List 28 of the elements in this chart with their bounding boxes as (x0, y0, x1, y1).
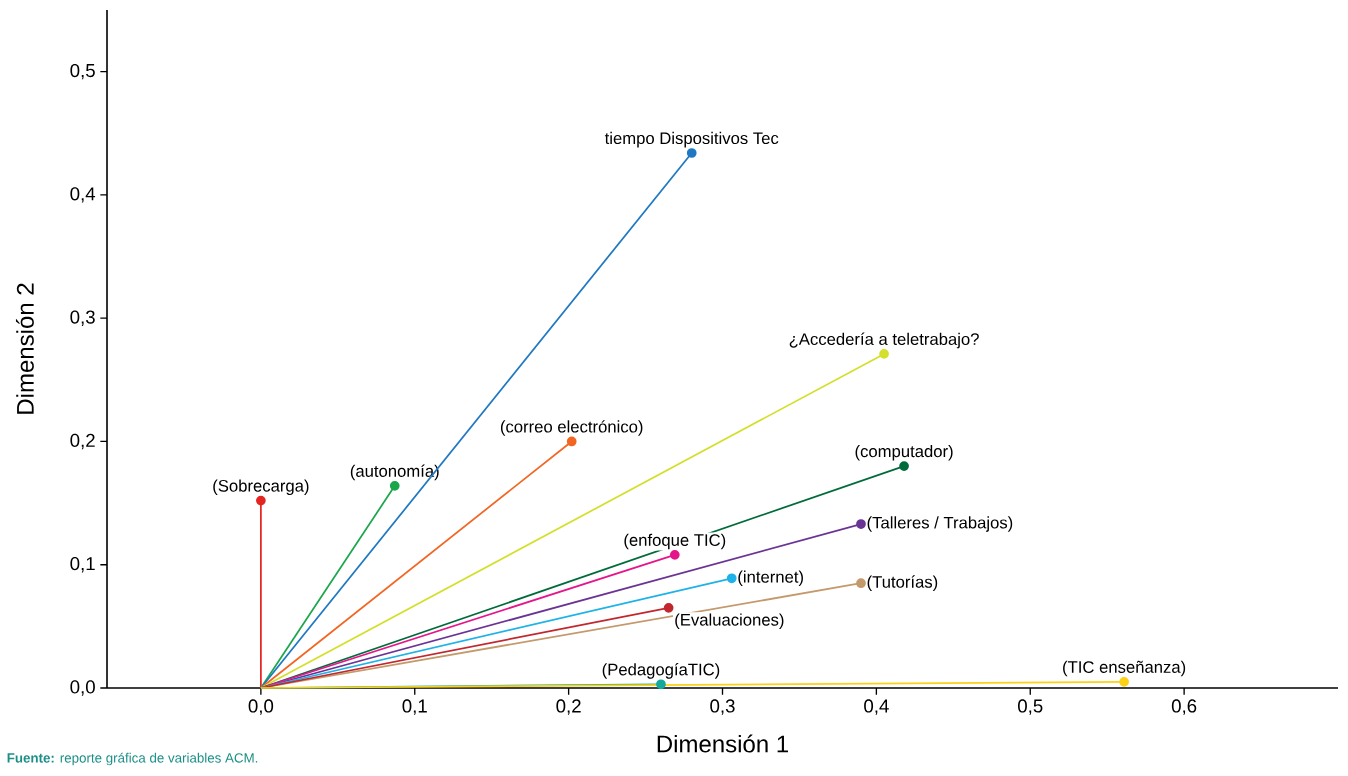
series-label: (correo electrónico) (500, 420, 643, 436)
x-tick-label: 0,2 (556, 699, 581, 715)
series-label: (Tutorías) (867, 575, 938, 592)
y-tick-label: 0,1 (70, 557, 95, 573)
series-label: ¿Accedería a teletrabajo? (789, 332, 979, 349)
x-tick-label: 0,5 (1018, 699, 1043, 715)
y-axis-title: Dimensión 2 (15, 283, 34, 414)
x-axis-title: Dimensión 1 (657, 734, 788, 753)
series-label: (TIC enseñanza) (1063, 660, 1186, 677)
series-label: (computador) (855, 444, 953, 461)
x-tick-label: 0,3 (710, 699, 735, 715)
series-label: (Evaluaciones) (675, 613, 784, 629)
x-tick-label: 0,1 (402, 699, 427, 715)
series-label: (internet) (738, 570, 803, 587)
y-tick-label: 0,3 (70, 310, 95, 326)
y-tick-label: 0,5 (70, 63, 95, 80)
x-tick-label: 0,6 (1171, 699, 1197, 715)
text: Fuente: reporte gráfica de variables ACM. (7, 752, 258, 766)
x-tick-label: 0,0 (248, 699, 274, 715)
y-tick-label: 0,4 (70, 187, 96, 203)
series-label: (enfoque TIC) (624, 533, 726, 550)
series-label: (Sobrecarga) (213, 479, 309, 496)
series-label: (Talleres / Trabajos) (867, 516, 1013, 532)
x-tick-label: 0,4 (864, 699, 889, 715)
y-tick-label: 0,2 (70, 433, 95, 450)
series-label: tiempo Dispositivos Tec (604, 131, 779, 148)
y-tick-label: 0,0 (70, 680, 95, 696)
series-label: (PedagogíaTIC) (602, 662, 720, 679)
